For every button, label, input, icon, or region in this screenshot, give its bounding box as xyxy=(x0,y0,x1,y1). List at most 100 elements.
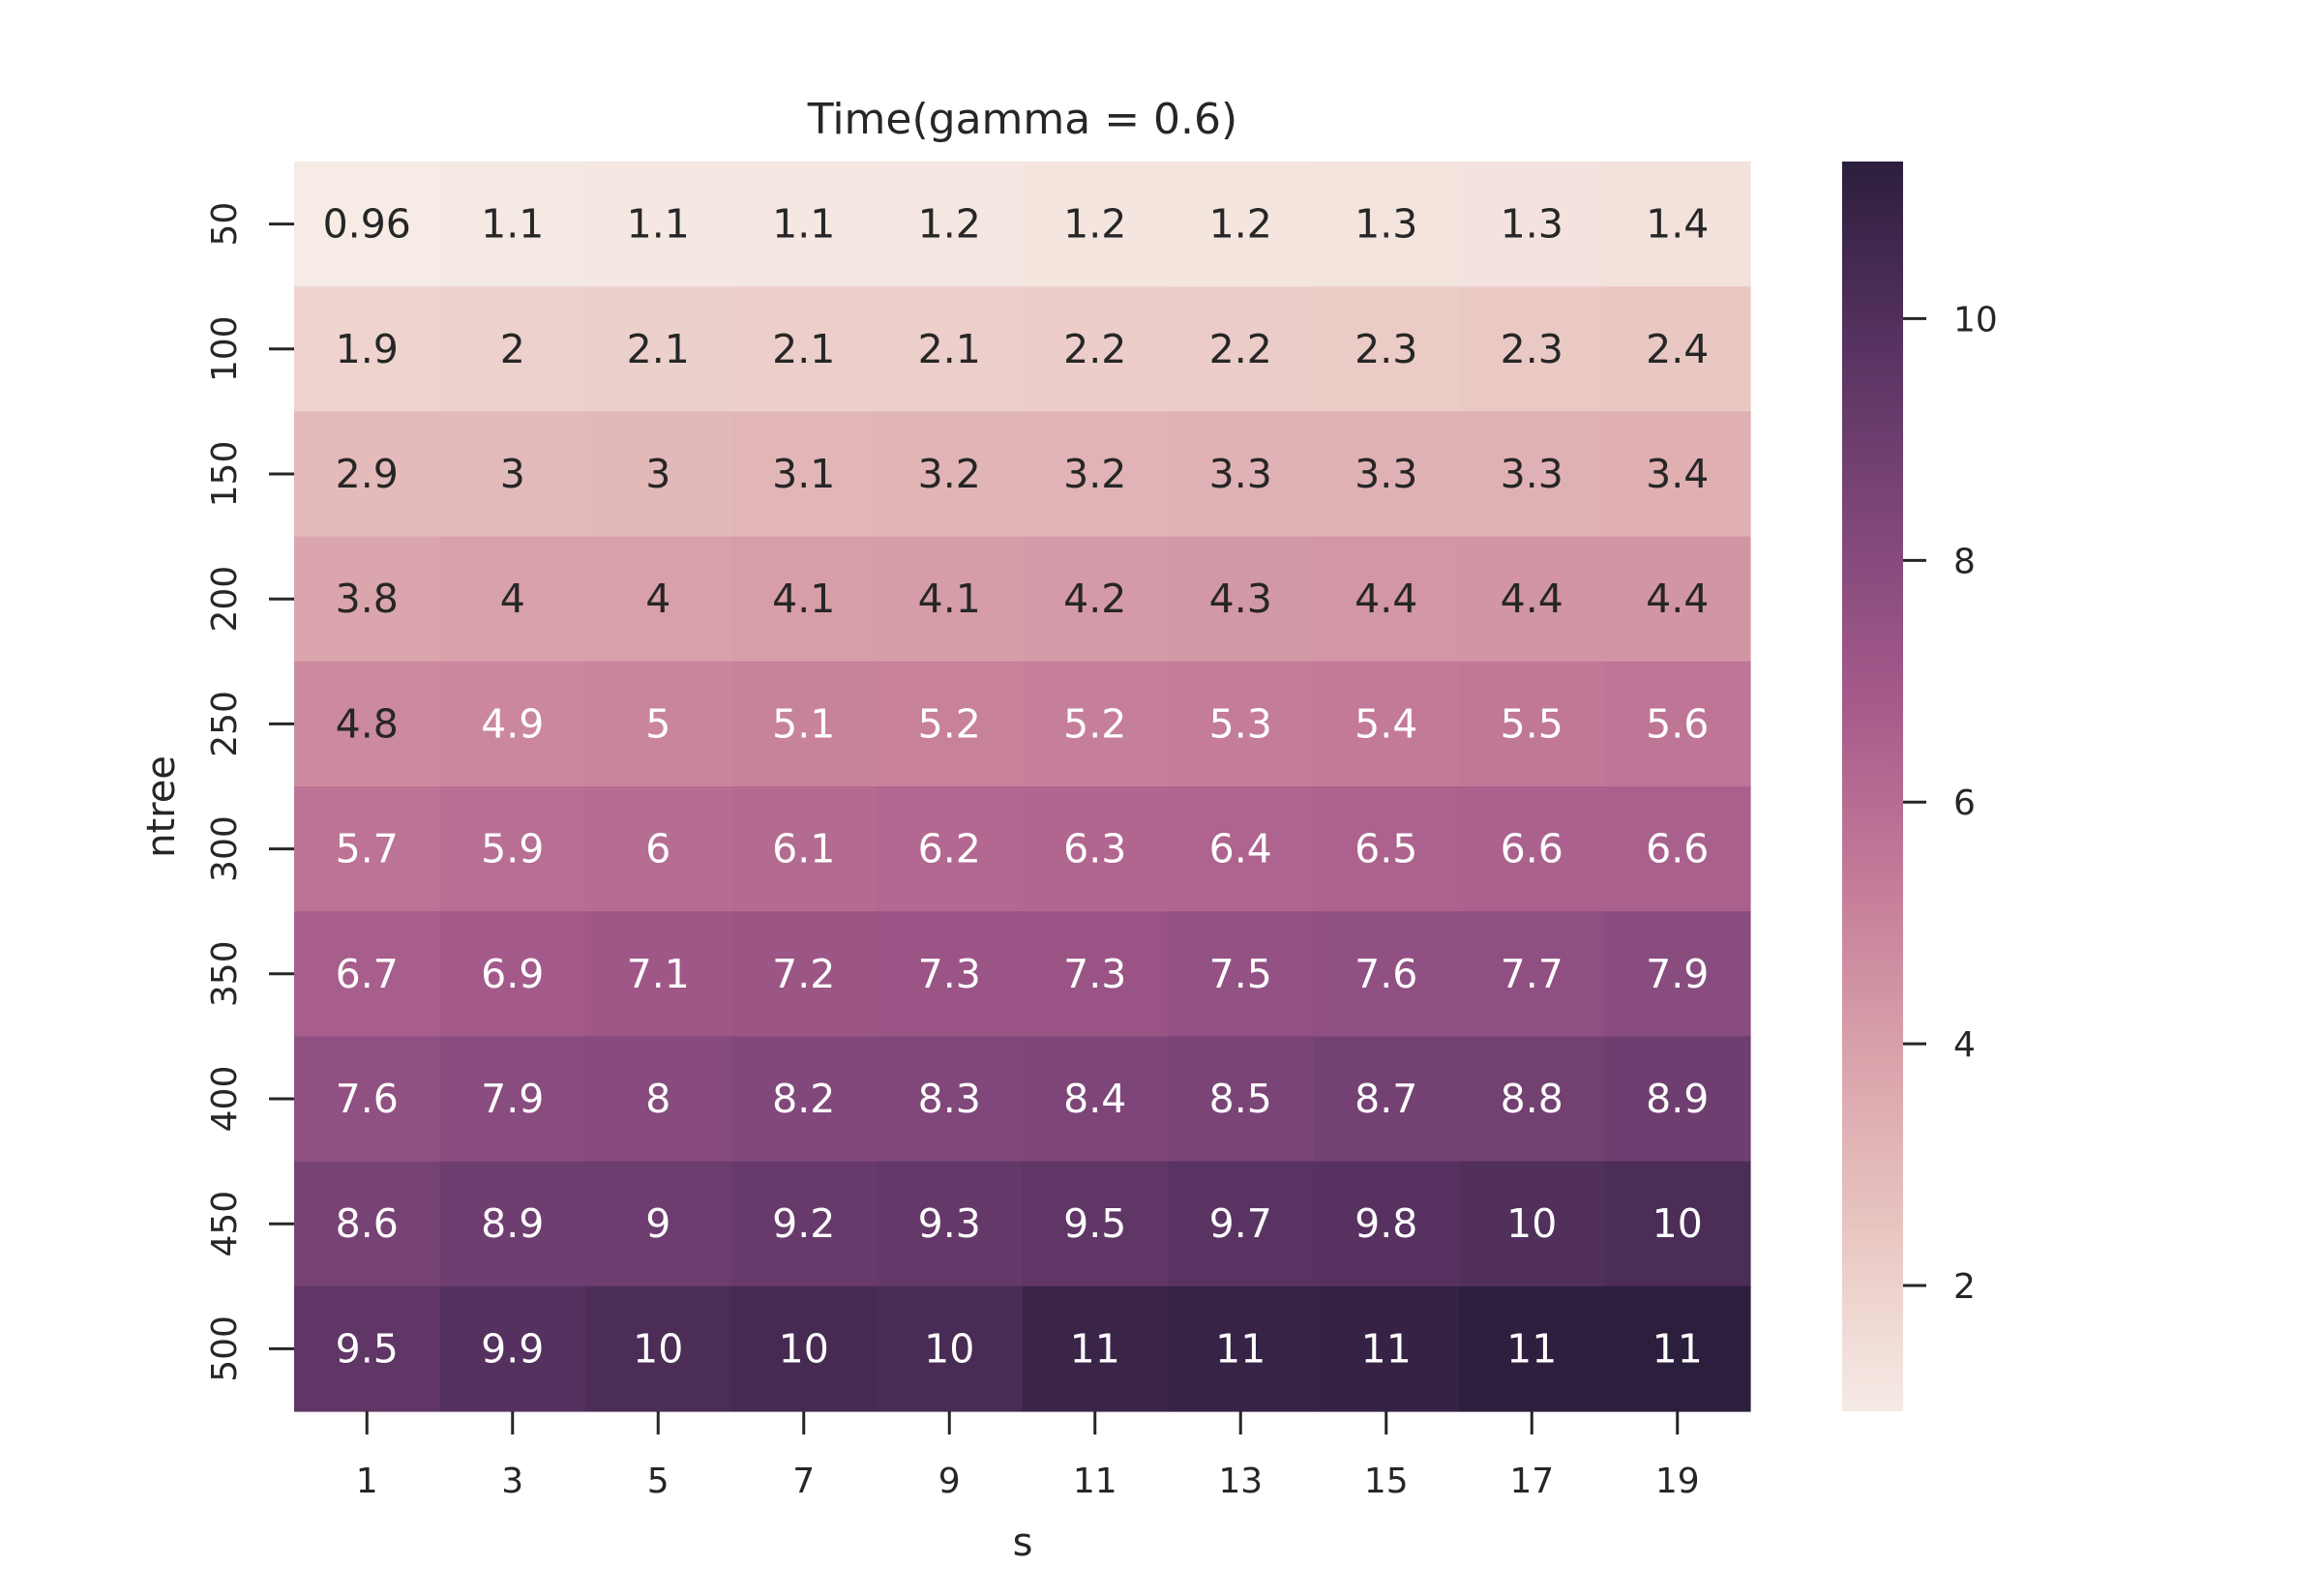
heatmap-cell xyxy=(1313,162,1460,287)
heatmap-cell xyxy=(1168,536,1315,663)
cell-value-label: 2 xyxy=(500,326,525,372)
heatmap-cell xyxy=(294,286,441,412)
cell-value-label: 11 xyxy=(1506,1325,1557,1372)
heatmap-cell xyxy=(294,536,441,663)
cell-value-label: 4.9 xyxy=(481,700,544,747)
heatmap-cell xyxy=(439,536,586,663)
cell-value-label: 9.2 xyxy=(772,1200,835,1247)
cell-value-label: 5.4 xyxy=(1354,700,1417,747)
heatmap-cell xyxy=(1604,536,1751,663)
heatmap-cell xyxy=(439,661,586,787)
cell-value-label: 0.96 xyxy=(323,201,411,248)
cell-value-label: 8.7 xyxy=(1354,1076,1417,1122)
heatmap-cell xyxy=(1459,536,1606,663)
colorbar xyxy=(1842,162,1903,1411)
cell-value-label: 4 xyxy=(500,576,525,622)
cell-value-label: 6.2 xyxy=(918,826,981,872)
cell-value-label: 7.5 xyxy=(1209,951,1272,997)
cell-value-label: 6.6 xyxy=(1501,826,1563,872)
heatmap-cell xyxy=(1313,536,1460,663)
cell-value-label: 9.8 xyxy=(1354,1200,1417,1247)
heatmap-cell xyxy=(294,661,441,787)
heatmap-cell xyxy=(1022,786,1169,912)
cell-value-label: 4.3 xyxy=(1209,576,1272,622)
cell-value-label: 7.1 xyxy=(627,951,690,997)
heatmap-cell xyxy=(1313,661,1460,787)
cell-value-label: 2.1 xyxy=(918,326,981,372)
heatmap-cell xyxy=(730,1161,878,1287)
cell-value-label: 5.7 xyxy=(336,826,399,872)
heatmap-cell xyxy=(730,162,878,287)
cell-value-label: 8.5 xyxy=(1209,1076,1272,1122)
x-tick-label: 9 xyxy=(938,1462,961,1501)
heatmap-cell xyxy=(1604,411,1751,538)
x-tick-label: 5 xyxy=(647,1462,670,1501)
cell-value-label: 6.7 xyxy=(336,951,399,997)
heatmap-cell xyxy=(585,661,732,787)
heatmap-cell xyxy=(585,1286,732,1412)
cell-value-label: 7.9 xyxy=(1646,951,1709,997)
cell-value-label: 2.3 xyxy=(1354,326,1417,372)
heatmap-cell xyxy=(1168,162,1315,287)
heatmap-cell xyxy=(1022,1286,1169,1412)
colorbar-tick-label: 2 xyxy=(1953,1267,1976,1307)
heatmap-cell xyxy=(1168,411,1315,538)
cell-value-label: 11 xyxy=(1070,1325,1120,1372)
cell-value-label: 8.2 xyxy=(772,1076,835,1122)
heatmap-cell xyxy=(585,911,732,1037)
x-tick-label: 11 xyxy=(1073,1462,1117,1501)
cell-value-label: 4.4 xyxy=(1646,576,1709,622)
heatmap-cell xyxy=(294,911,441,1037)
heatmap-cell xyxy=(1459,1036,1606,1163)
heatmap-cell xyxy=(1459,911,1606,1037)
heatmap-cell xyxy=(1313,1161,1460,1287)
cell-value-label: 10 xyxy=(1506,1200,1557,1247)
heatmap-cell xyxy=(1459,411,1606,538)
heatmap-cell xyxy=(1022,661,1169,787)
cell-value-label: 2.9 xyxy=(336,451,399,497)
x-tick-label: 17 xyxy=(1509,1462,1554,1501)
heatmap-cell xyxy=(1313,1036,1460,1163)
y-tick-label: 400 xyxy=(205,1066,245,1133)
cell-value-label: 7.6 xyxy=(1354,951,1417,997)
heatmap-cell xyxy=(585,786,732,912)
heatmap-cell xyxy=(585,162,732,287)
heatmap-cell xyxy=(294,411,441,538)
cell-value-label: 3.2 xyxy=(918,451,981,497)
heatmap-cell xyxy=(877,411,1024,538)
cell-value-label: 1.2 xyxy=(1209,201,1272,248)
cell-value-label: 5.5 xyxy=(1501,700,1563,747)
cell-value-label: 6.5 xyxy=(1354,826,1417,872)
cell-value-label: 9.9 xyxy=(481,1325,544,1372)
cell-value-label: 1.2 xyxy=(918,201,981,248)
heatmap-cell xyxy=(730,1286,878,1412)
cell-value-label: 10 xyxy=(633,1325,683,1372)
heatmap-cell xyxy=(877,661,1024,787)
cell-value-label: 2.2 xyxy=(1063,326,1126,372)
cell-value-label: 1.9 xyxy=(336,326,399,372)
heatmap-cell xyxy=(1459,286,1606,412)
x-tick-label: 15 xyxy=(1364,1462,1409,1501)
x-tick-label: 3 xyxy=(501,1462,523,1501)
cell-value-label: 6.9 xyxy=(481,951,544,997)
y-axis: 50 100 150 200 250 300 350 400 450 500 xyxy=(205,202,294,1382)
heatmap-cell xyxy=(1459,786,1606,912)
heatmap-cell xyxy=(294,162,441,287)
cell-value-label: 9.3 xyxy=(918,1200,981,1247)
y-tick-label: 350 xyxy=(205,940,245,1007)
cell-value-label: 11 xyxy=(1361,1325,1412,1372)
heatmap-cell xyxy=(585,286,732,412)
heatmap-cell xyxy=(730,911,878,1037)
heatmap-cell xyxy=(877,911,1024,1037)
y-tick-label: 500 xyxy=(205,1315,245,1382)
cell-value-label: 4.8 xyxy=(336,700,399,747)
heatmap-cell xyxy=(1604,162,1751,287)
heatmap-cell xyxy=(730,1036,878,1163)
x-tick-label: 19 xyxy=(1655,1462,1700,1501)
colorbar-tick-label: 10 xyxy=(1953,300,1998,340)
heatmap-cell xyxy=(1313,786,1460,912)
cell-value-label: 3.2 xyxy=(1063,451,1126,497)
cell-value-label: 6.1 xyxy=(772,826,835,872)
cell-value-label: 4.4 xyxy=(1354,576,1417,622)
